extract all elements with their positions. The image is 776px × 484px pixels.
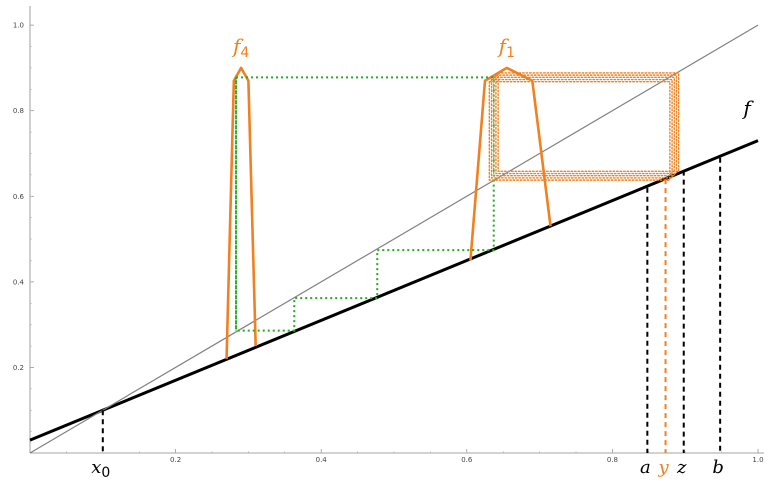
green-cobweb-path bbox=[235, 76, 495, 332]
annotation-f4: f4 bbox=[231, 34, 249, 61]
x-tick-label: 1.0 bbox=[752, 456, 763, 464]
label-b: b bbox=[712, 457, 724, 478]
label-x0: x0 bbox=[91, 457, 110, 481]
orange-cobweb-band bbox=[488, 81, 671, 181]
annotation-f1: f1 bbox=[497, 34, 515, 61]
y-tick-label: 0.4 bbox=[13, 278, 25, 286]
y-tick-label: 0.8 bbox=[13, 107, 24, 115]
x-tick-label: 0.6 bbox=[461, 456, 473, 464]
f4-curve bbox=[225, 66, 257, 359]
annotation-f: f bbox=[741, 96, 754, 120]
x-tick-label: 0.8 bbox=[607, 456, 618, 464]
orange-cobweb-band bbox=[490, 78, 673, 179]
orange-cobweb-band bbox=[493, 76, 675, 177]
label-z: z bbox=[676, 457, 687, 478]
chart-axes: 0.2 0.4 0.6 0.8 1.0 0.2 0.4 0.6 0.8 1.0 bbox=[13, 6, 764, 464]
f1-curve bbox=[469, 66, 552, 261]
y-tick-label: 0.2 bbox=[13, 364, 24, 372]
chart-labels: x0 a y z b f f4 f1 bbox=[91, 34, 754, 481]
label-y: y bbox=[657, 457, 669, 478]
y-tick-label: 1.0 bbox=[13, 22, 24, 30]
f-curve bbox=[29, 139, 759, 442]
orange-cobweb-band bbox=[495, 74, 678, 175]
series-1-curve bbox=[29, 24, 759, 454]
chart-marks bbox=[29, 24, 759, 454]
orange-cobweb-band bbox=[497, 72, 680, 173]
x-tick-label: 0.2 bbox=[170, 456, 181, 464]
label-a: a bbox=[640, 457, 651, 478]
y-tick-label: 0.6 bbox=[13, 193, 25, 201]
x-tick-label: 0.4 bbox=[316, 456, 328, 464]
